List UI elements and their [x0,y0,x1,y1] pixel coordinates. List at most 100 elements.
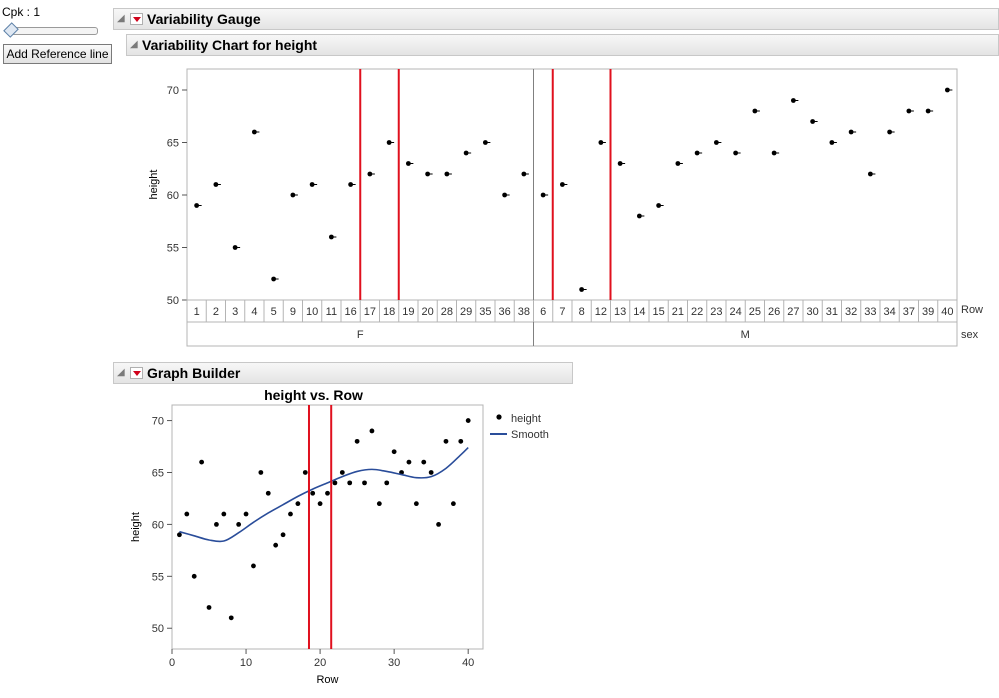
row-label: 39 [922,306,934,318]
data-point [406,459,412,465]
disclosure-triangle-icon[interactable]: ◢ [117,367,125,378]
x-tick-label: 10 [240,657,252,669]
smooth-line [179,446,469,543]
row-label: 36 [499,306,511,318]
y-tick-label: 65 [152,467,164,479]
graph-builder-chart: height vs. Row 50 55 60 65 70 0 10 20 30 40 Row heig… [130,387,549,686]
row-label: 22 [691,306,703,318]
y-tick-label: 60 [152,519,164,531]
row-label: 10 [306,306,318,318]
data-point [280,532,286,538]
variability-chart-header: ◢ Variability Chart for height [126,34,999,56]
data-point [369,428,375,434]
chart-title: height vs. Row [264,387,363,403]
row-header: Row [961,304,983,316]
data-point [421,459,427,465]
row-label: 21 [672,306,684,318]
legend-marker-height [496,414,502,420]
data-point [273,542,279,548]
data-point [339,470,345,475]
data-point [258,470,264,475]
y-axis-title: height [130,512,142,542]
data-point [347,480,353,486]
row-label: 15 [653,306,665,318]
row-label: 40 [941,306,953,318]
add-reference-line-button[interactable]: Add Reference line [3,44,112,64]
data-point [177,532,182,538]
data-point [265,490,271,496]
x-axis-title: Row [316,674,338,686]
red-triangle-menu-icon[interactable] [130,367,143,379]
x-tick-label: 20 [314,657,326,669]
row-label: 12 [595,306,607,318]
variability-gauge-title: Variability Gauge [147,11,261,27]
row-label: 19 [402,306,414,318]
row-label: 20 [422,306,434,318]
data-point [184,511,190,517]
data-point [391,449,397,455]
data-point [362,480,367,486]
row-label: 14 [633,306,645,318]
data-point [221,511,227,517]
plot-frame [186,68,958,301]
data-point [428,470,434,475]
y-tick-label: 55 [152,571,164,583]
group-label: M [741,329,750,341]
disclosure-triangle-icon[interactable]: ◢ [130,39,138,50]
row-label: 8 [579,306,585,318]
x-tick-label: 0 [169,657,175,669]
row-label: 3 [232,306,238,318]
row-label: 4 [251,306,257,318]
data-point [251,563,256,569]
disclosure-triangle-icon[interactable]: ◢ [117,13,125,24]
row-label: 37 [903,306,915,318]
row-label: 38 [518,306,530,318]
data-point [310,490,316,496]
data-point [436,522,441,527]
data-point [191,573,197,579]
row-label: 23 [710,306,722,318]
group-header: sex [961,329,979,341]
x-tick-label: 30 [388,657,400,669]
data-point [288,511,293,517]
row-label: 2 [213,306,219,318]
row-label: 24 [730,306,742,318]
data-point [413,501,419,507]
data-point [317,501,323,507]
row-label: 9 [290,306,296,318]
row-label: 32 [845,306,857,318]
row-label: 7 [559,306,565,318]
variability-gauge-header: ◢ Variability Gauge [113,8,999,30]
row-label: 17 [364,306,376,318]
data-point [443,438,449,444]
variability-chart-title: Variability Chart for height [142,37,318,53]
cpk-label: Cpk : 1 [2,5,41,19]
row-label: 27 [787,306,799,318]
legend-label-height: height [511,413,541,425]
row-label: 25 [749,306,761,318]
data-point [243,511,249,517]
y-tick-label: 70 [152,416,164,428]
red-triangle-menu-icon[interactable] [130,13,143,25]
data-point [295,501,301,507]
data-point [465,418,471,423]
row-label: 28 [441,306,453,318]
row-label: 16 [345,306,357,318]
data-point [206,605,212,610]
data-point [325,490,330,496]
data-point [458,438,464,444]
y-tick-label: 50 [152,623,164,635]
data-point [376,501,382,507]
row-label: 29 [460,306,472,318]
data-point [302,470,308,475]
row-label: 33 [864,306,876,318]
row-label: 34 [884,306,896,318]
plot-frame [171,404,484,650]
graph-builder-title: Graph Builder [147,365,241,381]
data-point [332,480,338,486]
data-point [384,480,390,486]
row-label: 31 [826,306,838,318]
row-label: 18 [383,306,395,318]
data-point [199,459,205,465]
